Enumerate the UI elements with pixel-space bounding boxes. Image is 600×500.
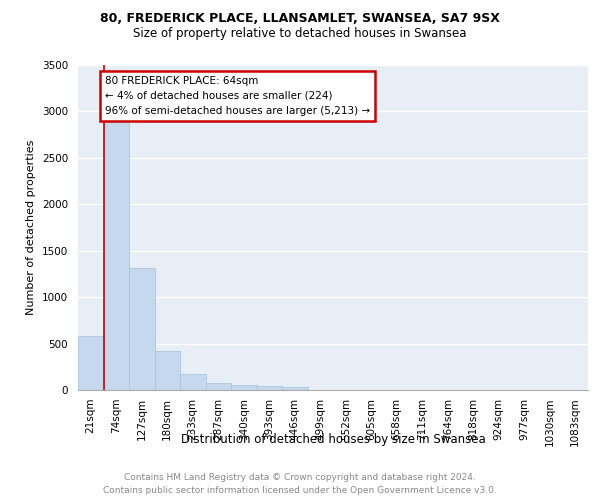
Bar [282, 387, 308, 390]
Text: Size of property relative to detached houses in Swansea: Size of property relative to detached ho… [133, 28, 467, 40]
Y-axis label: Number of detached properties: Number of detached properties [26, 140, 37, 315]
Bar [257, 386, 282, 390]
Text: 80, FREDERICK PLACE, LLANSAMLET, SWANSEA, SA7 9SX: 80, FREDERICK PLACE, LLANSAMLET, SWANSEA… [100, 12, 500, 26]
Bar [205, 382, 231, 390]
Text: Contains HM Land Registry data © Crown copyright and database right 2024.
Contai: Contains HM Land Registry data © Crown c… [103, 473, 497, 495]
Bar [104, 120, 129, 390]
Bar [129, 268, 155, 390]
Bar [231, 386, 257, 390]
Bar [155, 352, 180, 390]
Text: Distribution of detached houses by size in Swansea: Distribution of detached houses by size … [181, 432, 485, 446]
Bar [180, 374, 205, 390]
Text: 80 FREDERICK PLACE: 64sqm
← 4% of detached houses are smaller (224)
96% of semi-: 80 FREDERICK PLACE: 64sqm ← 4% of detach… [105, 76, 370, 116]
Bar [78, 336, 104, 390]
